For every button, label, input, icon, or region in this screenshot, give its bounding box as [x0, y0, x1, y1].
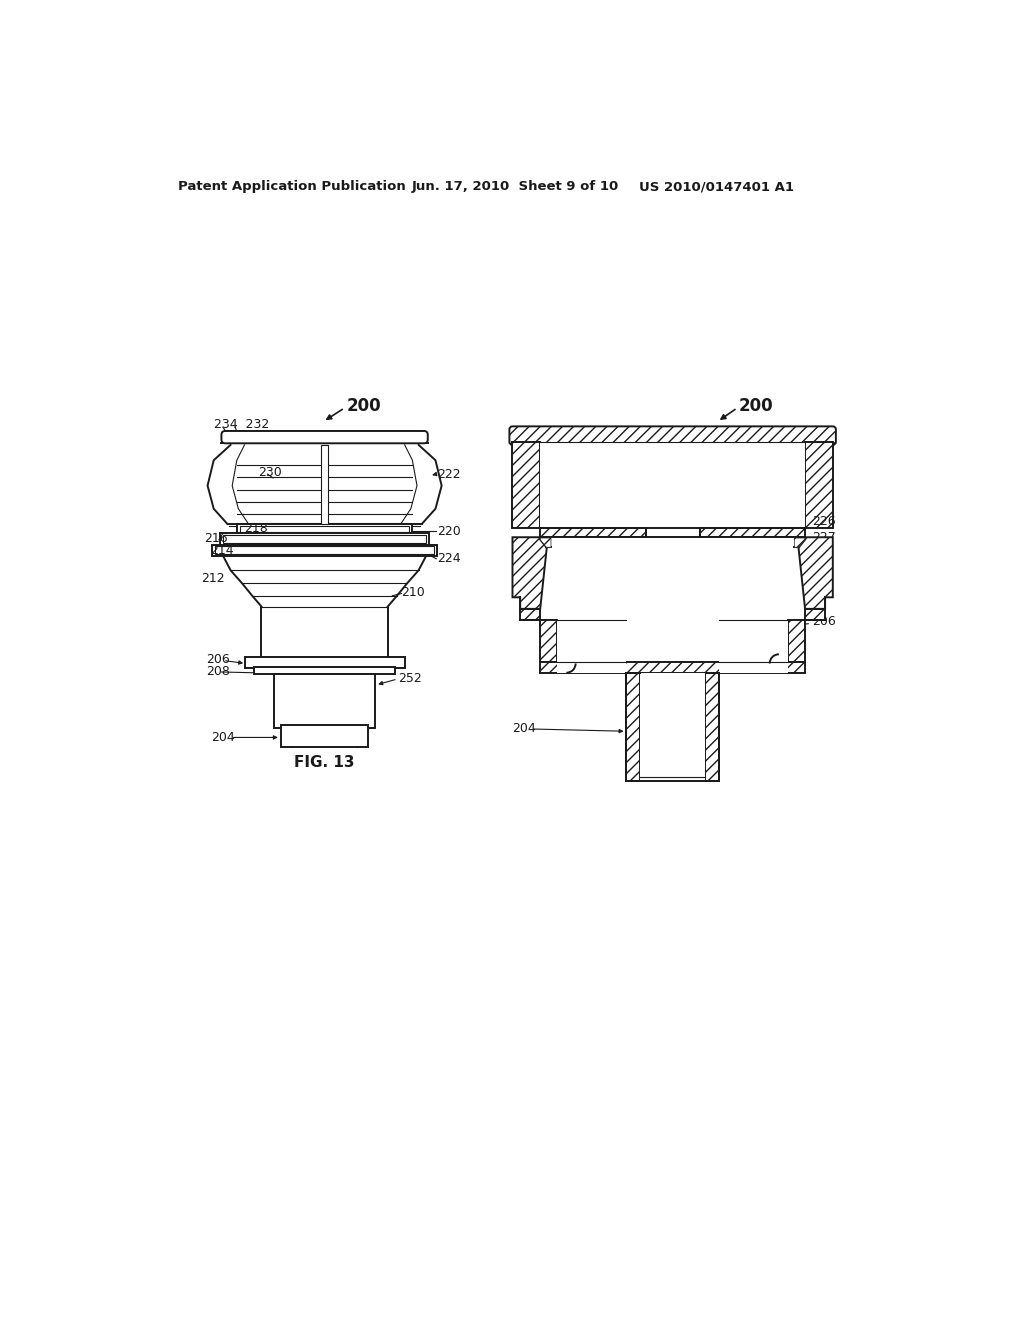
Bar: [281, 725, 369, 747]
Text: 224: 224: [437, 552, 461, 565]
Text: 206: 206: [812, 615, 836, 628]
Text: 230: 230: [258, 466, 283, 479]
FancyBboxPatch shape: [221, 430, 428, 444]
Text: 227: 227: [812, 531, 836, 544]
Text: 284: 284: [668, 685, 692, 698]
Polygon shape: [795, 539, 805, 548]
Bar: [520, 609, 541, 619]
Bar: [805, 609, 825, 619]
Bar: [548, 537, 798, 609]
Bar: [541, 528, 646, 537]
Polygon shape: [798, 537, 833, 609]
Polygon shape: [512, 537, 548, 609]
Text: 222: 222: [437, 467, 461, 480]
Bar: [215, 546, 434, 554]
Text: 252: 252: [398, 672, 422, 685]
Text: 218: 218: [244, 521, 267, 535]
Bar: [321, 445, 329, 524]
Bar: [805, 442, 833, 528]
Text: 204: 204: [211, 731, 236, 744]
Text: US 2010/0147401 A1: US 2010/0147401 A1: [639, 181, 794, 194]
Text: FIG. 14: FIG. 14: [639, 755, 699, 771]
Text: 214: 214: [210, 544, 233, 557]
Polygon shape: [541, 539, 551, 548]
Bar: [254, 667, 395, 675]
Text: 226: 226: [812, 515, 836, 528]
Text: 206: 206: [206, 653, 229, 667]
Bar: [788, 619, 805, 663]
Text: 216: 216: [204, 532, 227, 545]
Bar: [705, 673, 719, 780]
FancyBboxPatch shape: [509, 426, 836, 445]
Text: 204: 204: [512, 722, 537, 735]
Bar: [627, 673, 640, 780]
Text: 234  232: 234 232: [214, 417, 269, 430]
Bar: [237, 524, 413, 533]
Text: 220: 220: [437, 524, 461, 537]
Text: 210: 210: [401, 586, 425, 599]
Bar: [512, 442, 541, 528]
Bar: [273, 675, 376, 729]
Text: 212: 212: [202, 573, 225, 585]
Bar: [245, 657, 404, 668]
Bar: [541, 619, 557, 663]
Bar: [212, 545, 437, 556]
Text: FIG. 13: FIG. 13: [294, 755, 355, 771]
Bar: [640, 673, 705, 780]
Bar: [223, 535, 426, 544]
Text: 283: 283: [668, 668, 692, 681]
Text: 200: 200: [739, 397, 773, 416]
Text: 200: 200: [346, 397, 381, 416]
Text: 208: 208: [206, 665, 230, 677]
Bar: [220, 533, 429, 545]
Text: 225: 225: [562, 524, 586, 537]
Bar: [541, 663, 805, 673]
Text: Patent Application Publication: Patent Application Publication: [178, 181, 407, 194]
Bar: [240, 525, 410, 532]
Text: Jun. 17, 2010  Sheet 9 of 10: Jun. 17, 2010 Sheet 9 of 10: [412, 181, 618, 194]
Bar: [699, 528, 805, 537]
Bar: [557, 619, 627, 673]
Bar: [719, 619, 788, 673]
Bar: [541, 442, 805, 528]
